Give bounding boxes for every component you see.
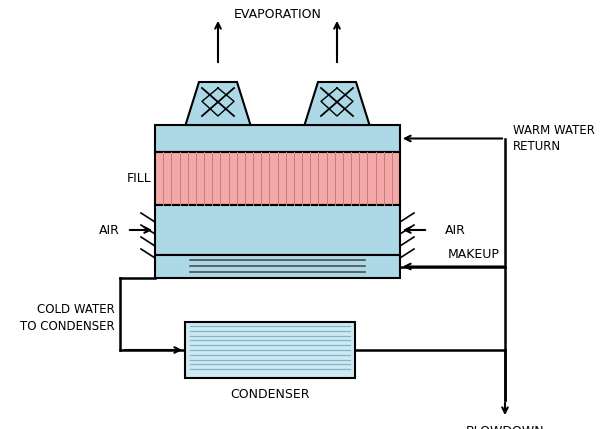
Polygon shape	[185, 82, 250, 125]
Text: MAKEUP: MAKEUP	[448, 248, 500, 261]
Bar	[155, 205, 400, 255]
Text: CONDENSER: CONDENSER	[230, 388, 310, 401]
Text: EVAPORATION: EVAPORATION	[234, 8, 321, 21]
Text: AIR: AIR	[445, 224, 466, 236]
Bar	[155, 125, 400, 152]
Polygon shape	[305, 82, 370, 125]
Bar	[185, 322, 355, 378]
Bar	[155, 152, 400, 205]
Text: BLOWDOWN: BLOWDOWN	[466, 425, 544, 429]
Text: COLD WATER
TO CONDENSER: COLD WATER TO CONDENSER	[20, 303, 115, 333]
Text: FILL: FILL	[126, 172, 151, 185]
Bar	[155, 255, 400, 278]
Text: AIR: AIR	[99, 224, 120, 236]
Text: WARM WATER
RETURN: WARM WATER RETURN	[513, 124, 595, 154]
